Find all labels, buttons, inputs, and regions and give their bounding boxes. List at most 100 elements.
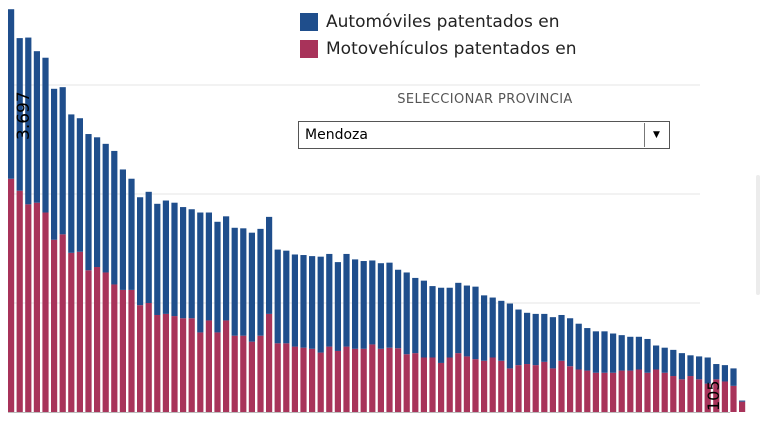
bar-motovehiculos-74[interactable]: [635, 369, 642, 412]
bar-automoviles-57[interactable]: [489, 297, 496, 358]
bar-automoviles-12[interactable]: [102, 143, 109, 273]
bar-automoviles-21[interactable]: [180, 207, 187, 319]
bar-automoviles-1[interactable]: [8, 9, 15, 179]
bar-automoviles-59[interactable]: [506, 303, 513, 369]
caret-down-icon[interactable]: ▼: [644, 123, 668, 147]
bar-automoviles-32[interactable]: [274, 249, 281, 344]
bar-motovehiculos-56[interactable]: [481, 360, 488, 412]
bar-motovehiculos-42[interactable]: [360, 348, 367, 412]
bar-automoviles-85[interactable]: [730, 368, 737, 386]
bar-motovehiculos-30[interactable]: [257, 335, 264, 412]
bar-automoviles-37[interactable]: [317, 256, 324, 353]
bar-automoviles-65[interactable]: [558, 314, 565, 361]
bar-automoviles-38[interactable]: [326, 253, 333, 347]
bar-motovehiculos-15[interactable]: [128, 289, 135, 412]
bar-motovehiculos-26[interactable]: [223, 320, 230, 412]
bar-motovehiculos-67[interactable]: [575, 369, 582, 412]
bar-motovehiculos-33[interactable]: [283, 343, 290, 412]
bar-automoviles-25[interactable]: [214, 221, 221, 333]
bar-motovehiculos-21[interactable]: [180, 318, 187, 412]
bar-motovehiculos-62[interactable]: [532, 365, 539, 412]
bar-motovehiculos-75[interactable]: [644, 372, 651, 412]
bar-automoviles-64[interactable]: [549, 317, 556, 369]
bar-motovehiculos-61[interactable]: [524, 364, 531, 412]
bar-motovehiculos-2[interactable]: [16, 190, 23, 412]
scrollbar-edge[interactable]: [756, 175, 760, 295]
bar-automoviles-41[interactable]: [352, 259, 359, 349]
bar-motovehiculos-9[interactable]: [76, 251, 83, 412]
bar-motovehiculos-58[interactable]: [498, 360, 505, 412]
bar-motovehiculos-13[interactable]: [111, 284, 118, 412]
bar-automoviles-11[interactable]: [94, 137, 101, 268]
bar-motovehiculos-41[interactable]: [352, 348, 359, 412]
bar-motovehiculos-51[interactable]: [438, 362, 445, 412]
bar-automoviles-74[interactable]: [635, 336, 642, 370]
bar-motovehiculos-10[interactable]: [85, 270, 92, 412]
bar-motovehiculos-59[interactable]: [506, 368, 513, 412]
bar-motovehiculos-48[interactable]: [412, 353, 419, 412]
bar-automoviles-18[interactable]: [154, 203, 161, 315]
bar-automoviles-46[interactable]: [395, 269, 402, 349]
bar-motovehiculos-66[interactable]: [567, 366, 574, 412]
bar-automoviles-10[interactable]: [85, 134, 92, 271]
bar-automoviles-66[interactable]: [567, 318, 574, 367]
bar-motovehiculos-44[interactable]: [377, 348, 384, 412]
bar-motovehiculos-79[interactable]: [678, 379, 685, 412]
bar-automoviles-26[interactable]: [223, 216, 230, 321]
bar-motovehiculos-37[interactable]: [317, 352, 324, 412]
bar-automoviles-2[interactable]: [16, 38, 23, 191]
bar-automoviles-9[interactable]: [76, 118, 83, 252]
bar-automoviles-58[interactable]: [498, 300, 505, 361]
bar-motovehiculos-5[interactable]: [42, 212, 49, 412]
bar-motovehiculos-36[interactable]: [309, 348, 316, 412]
bar-automoviles-82[interactable]: [704, 357, 711, 384]
bar-automoviles-52[interactable]: [446, 287, 453, 358]
bar-automoviles-3[interactable]: [25, 37, 32, 205]
bar-automoviles-56[interactable]: [481, 295, 488, 361]
bar-motovehiculos-85[interactable]: [730, 385, 737, 412]
bar-motovehiculos-20[interactable]: [171, 316, 178, 412]
bar-automoviles-63[interactable]: [541, 313, 548, 362]
bar-motovehiculos-3[interactable]: [25, 204, 32, 412]
bar-motovehiculos-83[interactable]: [713, 379, 720, 412]
bar-automoviles-48[interactable]: [412, 277, 419, 354]
bar-motovehiculos-65[interactable]: [558, 360, 565, 412]
bar-automoviles-54[interactable]: [463, 285, 470, 357]
bar-motovehiculos-31[interactable]: [266, 313, 273, 412]
bar-motovehiculos-76[interactable]: [653, 369, 660, 412]
bar-motovehiculos-53[interactable]: [455, 353, 462, 412]
bar-motovehiculos-47[interactable]: [403, 354, 410, 412]
bar-automoviles-83[interactable]: [713, 364, 720, 380]
bar-motovehiculos-23[interactable]: [197, 332, 204, 412]
bar-motovehiculos-46[interactable]: [395, 348, 402, 412]
bar-automoviles-55[interactable]: [472, 286, 479, 360]
bar-motovehiculos-80[interactable]: [687, 376, 694, 412]
bar-automoviles-47[interactable]: [403, 272, 410, 355]
bar-automoviles-53[interactable]: [455, 282, 462, 354]
bar-automoviles-49[interactable]: [420, 280, 427, 358]
bar-motovehiculos-7[interactable]: [59, 234, 66, 412]
bar-motovehiculos-16[interactable]: [137, 305, 144, 412]
bar-motovehiculos-77[interactable]: [661, 372, 668, 412]
legend-item-motovehiculos[interactable]: Motovehículos patentados en: [300, 35, 577, 62]
bar-automoviles-81[interactable]: [696, 356, 703, 380]
bar-automoviles-33[interactable]: [283, 250, 290, 344]
bar-automoviles-43[interactable]: [369, 260, 376, 345]
legend-item-automoviles[interactable]: Automóviles patentados en: [300, 8, 577, 35]
bar-motovehiculos-38[interactable]: [326, 346, 333, 412]
province-dropdown[interactable]: Mendoza ▼: [298, 121, 670, 149]
bar-motovehiculos-50[interactable]: [429, 357, 436, 412]
bar-automoviles-4[interactable]: [33, 51, 40, 203]
bar-motovehiculos-43[interactable]: [369, 344, 376, 412]
bar-automoviles-35[interactable]: [300, 255, 307, 348]
bar-motovehiculos-78[interactable]: [670, 376, 677, 412]
bar-automoviles-80[interactable]: [687, 355, 694, 377]
bar-automoviles-40[interactable]: [343, 253, 350, 347]
bar-motovehiculos-18[interactable]: [154, 314, 161, 412]
bar-automoviles-68[interactable]: [584, 328, 591, 371]
bar-automoviles-62[interactable]: [532, 313, 539, 366]
bar-motovehiculos-35[interactable]: [300, 347, 307, 412]
bar-motovehiculos-28[interactable]: [240, 335, 247, 412]
bar-motovehiculos-45[interactable]: [386, 347, 393, 412]
bar-motovehiculos-1[interactable]: [8, 178, 15, 412]
